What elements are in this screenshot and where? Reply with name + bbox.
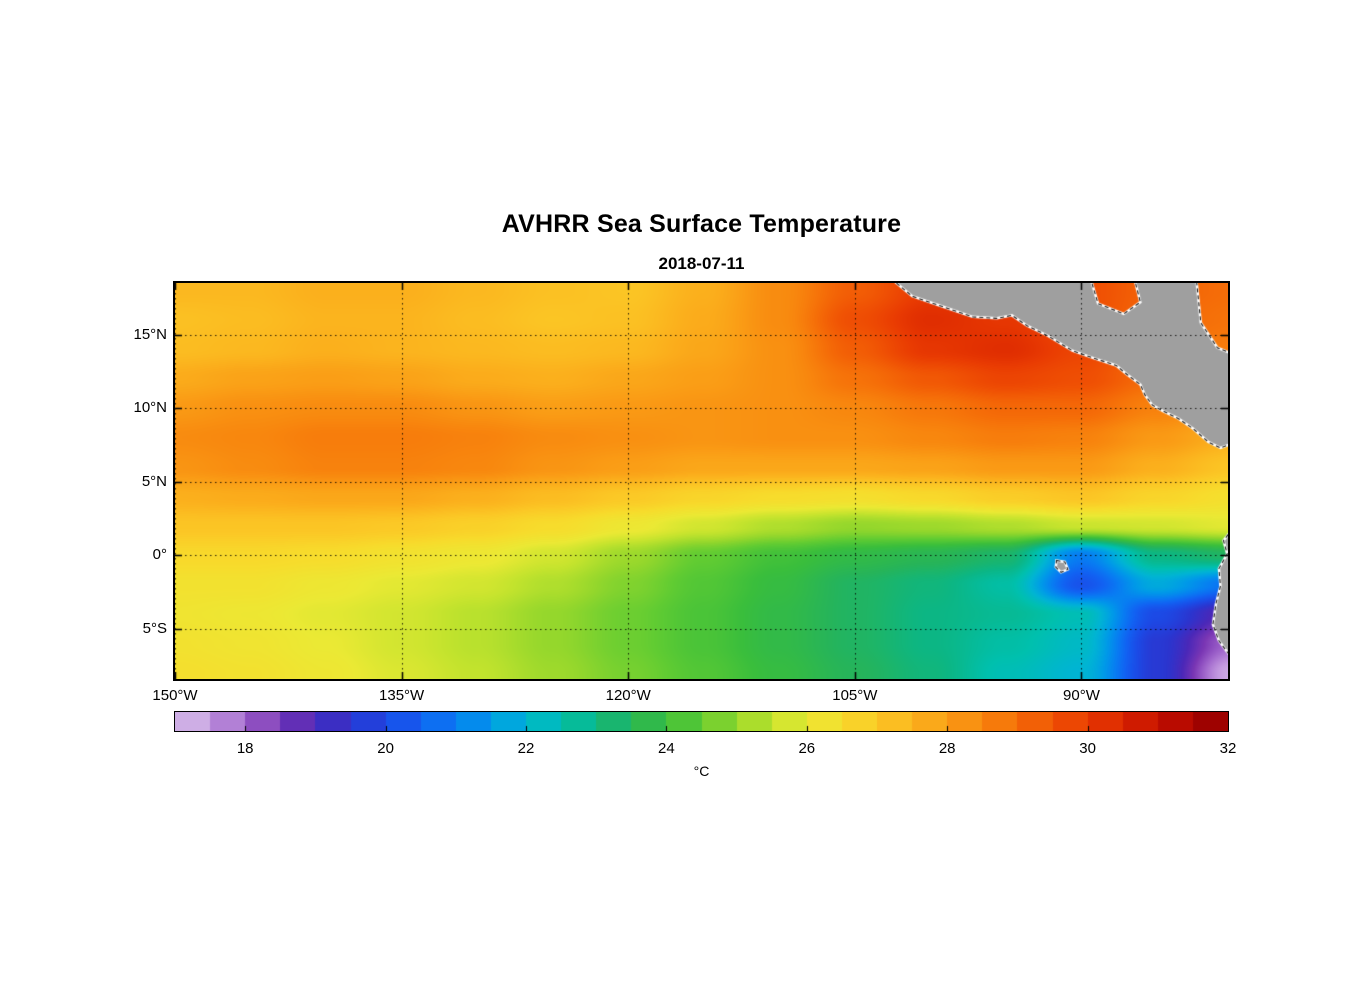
colorbar-tick-label: 18 [236,740,254,757]
x-axis-tick-label: 120°W [605,687,651,704]
colorbar [174,711,1229,732]
colorbar-tick-label: 30 [1079,740,1096,757]
chart-date-subtitle: 2018-07-11 [658,254,745,273]
map-plot [173,281,1230,681]
colorbar-tick-label: 28 [938,740,956,757]
colorbar-tick-label: 26 [798,740,816,757]
colorbar-tick-label: 22 [517,740,535,757]
y-axis-tick-label: 5°S [142,619,167,637]
x-axis-tick-label: 90°W [1063,687,1100,704]
colorbar-unit-label: °C [693,763,710,779]
y-axis-tick-label: 15°N [133,325,167,343]
y-axis-tick-label: 10°N [133,399,167,417]
x-axis-tick-label: 135°W [379,687,425,704]
sst-heatmap-canvas [175,283,1228,679]
colorbar-tick-label: 24 [658,740,675,757]
y-axis-tick-label: 5°N [141,472,167,490]
chart-title: AVHRR Sea Surface Temperature [501,210,902,238]
y-axis-tick-label: 0° [152,546,167,564]
colorbar-canvas [175,712,1228,731]
colorbar-tick-label: 20 [377,740,394,757]
x-axis-tick-label: 150°W [152,687,198,704]
colorbar-tick-label: 32 [1219,740,1237,757]
x-axis-tick-label: 105°W [832,687,878,704]
